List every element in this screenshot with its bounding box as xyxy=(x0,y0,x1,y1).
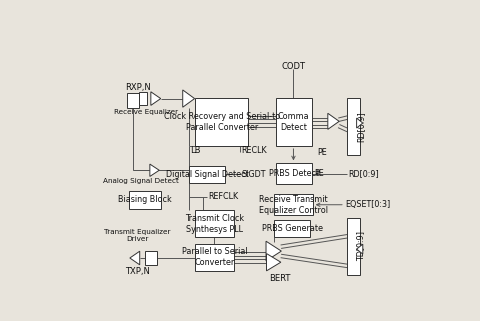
Text: BERT: BERT xyxy=(269,274,290,283)
Text: LB: LB xyxy=(190,146,200,155)
Text: PRBS Generate: PRBS Generate xyxy=(262,224,323,233)
Text: SIGDT: SIGDT xyxy=(242,170,266,179)
Polygon shape xyxy=(266,241,281,261)
Bar xyxy=(189,166,225,183)
Polygon shape xyxy=(130,251,140,265)
Bar xyxy=(127,93,139,108)
Bar xyxy=(195,244,234,271)
Text: RD[0:9]: RD[0:9] xyxy=(356,111,365,142)
Text: Transmit Clock
Synthesys PLL: Transmit Clock Synthesys PLL xyxy=(185,214,244,234)
Text: EQSET[0:3]: EQSET[0:3] xyxy=(346,200,391,209)
Bar xyxy=(195,98,249,146)
Text: Analog Signal Detect: Analog Signal Detect xyxy=(103,178,179,184)
Text: RECLK: RECLK xyxy=(241,146,267,155)
Text: Transmit Equalizer
Driver: Transmit Equalizer Driver xyxy=(104,230,170,242)
Polygon shape xyxy=(357,118,363,128)
Text: Receive Transmit
Equalizer Control: Receive Transmit Equalizer Control xyxy=(259,195,328,215)
Text: REFCLK: REFCLK xyxy=(208,192,238,201)
Text: Biasing Block: Biasing Block xyxy=(118,195,171,204)
Polygon shape xyxy=(150,164,159,177)
Text: RD[0:9]: RD[0:9] xyxy=(348,169,379,178)
Text: Clock Recovery and Serial-to
Parallel Converter: Clock Recovery and Serial-to Parallel Co… xyxy=(164,112,280,132)
Text: PE: PE xyxy=(315,169,324,178)
Bar xyxy=(276,98,312,146)
Text: PE: PE xyxy=(317,148,327,157)
Text: Parallel to Serial
Converter: Parallel to Serial Converter xyxy=(181,247,247,267)
Bar xyxy=(139,92,146,105)
Bar xyxy=(275,194,313,215)
Polygon shape xyxy=(357,244,363,254)
Text: TXP,N: TXP,N xyxy=(125,267,150,276)
Bar xyxy=(144,251,156,265)
Text: RXP,N: RXP,N xyxy=(125,83,151,92)
Text: Comma
Detect: Comma Detect xyxy=(278,112,310,132)
Polygon shape xyxy=(183,90,194,107)
Text: TD[0:9]: TD[0:9] xyxy=(356,231,365,261)
Polygon shape xyxy=(328,113,339,129)
Bar xyxy=(348,218,360,274)
Text: Receive Equalizer: Receive Equalizer xyxy=(114,109,178,115)
Polygon shape xyxy=(266,254,281,271)
Polygon shape xyxy=(151,92,161,105)
Bar xyxy=(129,191,161,209)
Text: Digital Signal Detect: Digital Signal Detect xyxy=(166,170,249,179)
Bar xyxy=(348,98,360,155)
Bar xyxy=(275,220,310,238)
Text: PRBS Detect: PRBS Detect xyxy=(268,169,319,178)
Bar xyxy=(195,210,234,238)
Bar xyxy=(276,163,312,184)
Text: CODT: CODT xyxy=(281,63,305,72)
